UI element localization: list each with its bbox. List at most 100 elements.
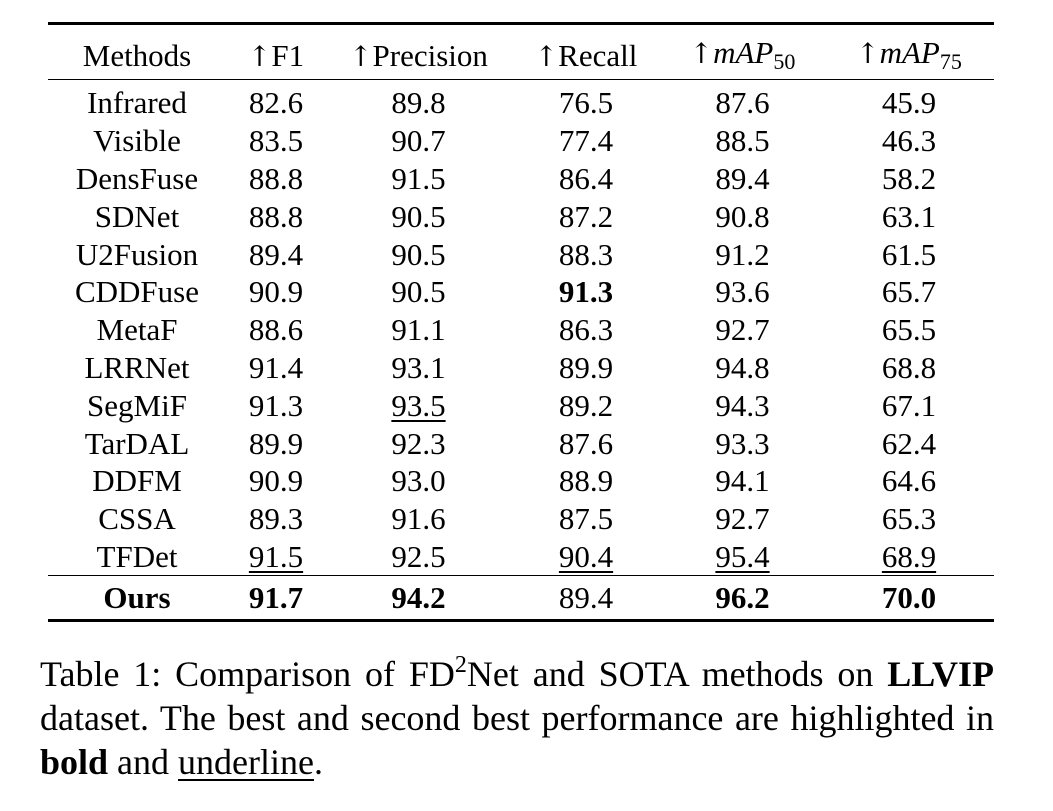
metric-value-cell: 90.5	[391, 236, 446, 272]
metric-value-cell: 58.2	[881, 160, 937, 196]
metric-value-cell: 45.9	[881, 85, 937, 121]
metric-value-cell: 90.7	[391, 123, 446, 159]
metric-value-cell: 91.6	[391, 501, 446, 537]
up-arrow-icon: ↑	[534, 39, 559, 73]
metric-value-cell: 91.3	[558, 274, 614, 310]
metric-value-cell: 65.5	[881, 312, 937, 348]
metric-value-cell: 82.6	[248, 85, 304, 121]
metric-value-cell: 87.6	[715, 85, 770, 121]
table-row: CDDFuse 90.9 90.5 91.3 93.6 65.7	[48, 273, 994, 311]
metric-value-cell: 93.0	[391, 463, 446, 499]
metric-value-cell: 68.9	[881, 538, 937, 574]
table-caption: Table 1: Comparison of FD2Net and SOTA m…	[40, 652, 995, 782]
metric-value-cell: 88.5	[715, 123, 770, 159]
metric-value-cell: 65.7	[881, 274, 937, 310]
method-name-cell: DensFuse	[75, 160, 199, 196]
metric-value-cell: 88.6	[248, 312, 304, 348]
metric-value-cell: 87.5	[558, 501, 614, 537]
metric-value-cell: 91.2	[715, 236, 770, 272]
metric-value-cell: 95.4	[715, 538, 770, 574]
metric-value-cell: 89.4	[558, 580, 614, 616]
metric-value-cell: 65.3	[881, 501, 937, 537]
method-name-cell: SDNet	[94, 198, 180, 234]
table-row: DDFM 90.9 93.0 88.9 94.1 64.6	[48, 462, 994, 500]
metric-value-cell: 94.3	[715, 387, 770, 423]
metric-value-cell: 92.7	[715, 501, 770, 537]
metric-value-cell: 92.3	[391, 425, 446, 461]
metric-value-cell: 46.3	[881, 123, 937, 159]
metric-value-cell: 63.1	[881, 198, 937, 234]
metric-value-cell: 94.8	[715, 349, 770, 385]
table-row: DensFuse 88.8 91.5 86.4 89.4 58.2	[48, 160, 994, 198]
metric-value-cell: 90.9	[248, 274, 304, 310]
metric-value-cell: 64.6	[881, 463, 937, 499]
metric-value-cell: 91.5	[248, 538, 304, 574]
metric-value-cell: 94.1	[715, 463, 770, 499]
method-name-cell: SegMiF	[87, 387, 187, 423]
results-table-container: Methods ↑F1 ↑Precision ↑Recall ↑mAP50 ↑m…	[48, 22, 994, 622]
metric-value-cell: 89.2	[558, 387, 614, 423]
metric-value-cell: 87.6	[558, 425, 614, 461]
method-name-cell: CSSA	[98, 501, 176, 537]
table-header-row: Methods ↑F1 ↑Precision ↑Recall ↑mAP50 ↑m…	[48, 23, 994, 80]
metric-value-cell: 91.5	[391, 160, 446, 196]
table-row: Visible 83.5 90.7 77.4 88.5 46.3	[48, 122, 994, 160]
metric-value-cell: 62.4	[881, 425, 937, 461]
metric-value-cell: 92.5	[391, 538, 446, 574]
metric-value-cell: 91.4	[248, 349, 304, 385]
table-row: Ours 91.7 94.2 89.4 96.2 70.0	[48, 575, 994, 621]
metric-value-cell: 86.4	[558, 160, 614, 196]
method-name-cell: Infrared	[87, 85, 187, 121]
metric-value-cell: 89.3	[248, 501, 304, 537]
metric-value-cell: 86.3	[558, 312, 614, 348]
metric-value-cell: 91.1	[391, 312, 446, 348]
metric-value-cell: 96.2	[715, 580, 770, 616]
method-name-cell: TarDAL	[84, 425, 190, 461]
metric-value-cell: 89.4	[715, 160, 770, 196]
metric-value-cell: 89.8	[391, 85, 446, 121]
caption-bold-word: bold	[40, 742, 109, 782]
method-name-cell: Visible	[93, 123, 181, 159]
method-name-cell: TFDet	[96, 538, 178, 574]
metric-value-cell: 67.1	[881, 387, 937, 423]
metric-value-cell: 77.4	[558, 123, 614, 159]
table-row: U2Fusion 89.4 90.5 88.3 91.2 61.5	[48, 235, 994, 273]
header-recall: ↑Recall	[534, 37, 638, 73]
method-name-cell: CDDFuse	[74, 274, 199, 310]
caption-underline-word: underline	[178, 742, 314, 782]
metric-value-cell: 90.8	[715, 198, 770, 234]
metric-value-cell: 93.6	[715, 274, 770, 310]
header-map75: ↑mAP75	[856, 35, 962, 74]
up-arrow-icon: ↑	[856, 37, 880, 70]
metric-value-cell: 88.8	[248, 198, 304, 234]
metric-value-cell: 88.9	[558, 463, 614, 499]
metric-value-cell: 90.9	[248, 463, 304, 499]
metric-value-cell: 93.3	[715, 425, 770, 461]
header-methods: Methods	[82, 37, 192, 73]
metric-value-cell: 87.2	[558, 198, 614, 234]
metric-value-cell: 70.0	[881, 580, 937, 616]
metric-value-cell: 90.5	[391, 274, 446, 310]
table-row: CSSA 89.3 91.6 87.5 92.7 65.3	[48, 500, 994, 538]
metric-value-cell: 61.5	[881, 236, 937, 272]
header-map50: ↑mAP50	[689, 35, 796, 74]
method-name-cell: LRRNet	[84, 349, 190, 385]
metric-value-cell: 91.7	[248, 580, 304, 616]
metric-value-cell: 89.9	[248, 425, 304, 461]
metric-value-cell: 93.1	[391, 349, 446, 385]
table-row: SDNet 88.8 90.5 87.2 90.8 63.1	[48, 197, 994, 235]
header-f1: ↑F1	[247, 37, 305, 73]
header-precision: ↑Precision	[349, 37, 488, 73]
table-row: Infrared 82.6 89.8 76.5 87.6 45.9	[48, 80, 994, 122]
metric-value-cell: 93.5	[391, 387, 446, 423]
metric-value-cell: 76.5	[558, 85, 614, 121]
up-arrow-icon: ↑	[349, 39, 373, 73]
table-body: Infrared 82.6 89.8 76.5 87.6 45.9 Visible 83.5 9…	[48, 80, 994, 621]
method-name-cell: MetaF	[96, 312, 178, 348]
table-row: TFDet 91.5 92.5 90.4 95.4 68.9	[48, 538, 994, 576]
up-arrow-icon: ↑	[689, 37, 714, 70]
metric-value-cell: 88.8	[248, 160, 304, 196]
metric-value-cell: 90.5	[391, 198, 446, 234]
table-row: SegMiF 91.3 93.5 89.2 94.3 67.1	[48, 386, 994, 424]
method-name-cell: U2Fusion	[75, 236, 199, 272]
